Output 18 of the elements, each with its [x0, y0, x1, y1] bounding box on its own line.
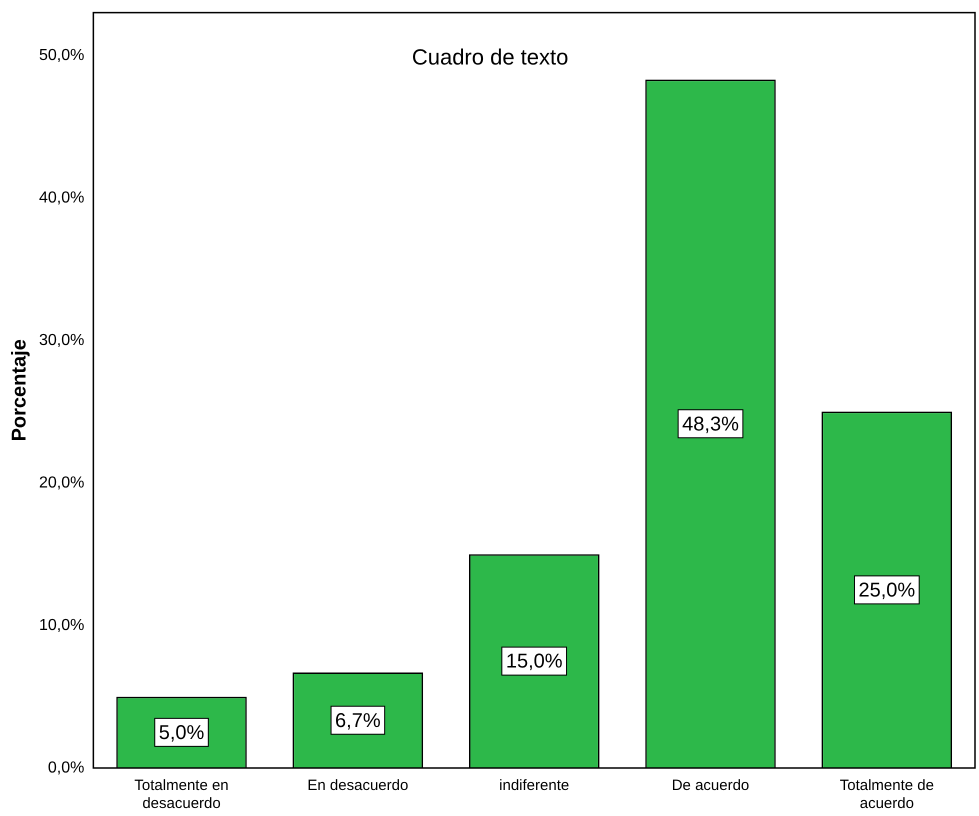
data-label: 15,0% [506, 650, 563, 673]
y-tick-label: 10,0% [38, 616, 84, 634]
x-tick-label: indiferente [499, 777, 570, 794]
y-tick-label: 20,0% [38, 474, 84, 492]
x-tick-label: De acuerdo [672, 777, 750, 794]
data-label: 6,7% [335, 710, 381, 732]
x-tick-label: Totalmente de acuerdo [840, 777, 934, 812]
y-tick-label: 50,0% [38, 46, 84, 64]
data-label: 48,3% [682, 413, 740, 436]
y-tick-label: 30,0% [38, 332, 84, 349]
data-label: 5,0% [158, 722, 205, 744]
x-tick-label: En desacuerdo [307, 777, 408, 794]
annotation: Cuadro de texto [412, 44, 568, 70]
x-tick-label: Totalmente en desacuerdo [134, 777, 229, 812]
y-tick-label: 0,0% [48, 759, 84, 776]
y-tick-label: 40,0% [38, 189, 84, 206]
data-label: 25,0% [858, 579, 916, 602]
y-axis-title: Porcentaje [8, 339, 31, 442]
